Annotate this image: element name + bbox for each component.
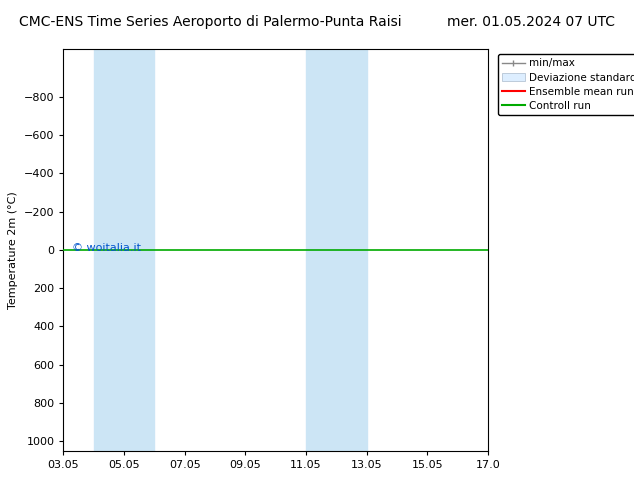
Bar — [94, 49, 155, 451]
Y-axis label: Temperature 2m (°C): Temperature 2m (°C) — [8, 191, 18, 309]
Text: mer. 01.05.2024 07 UTC: mer. 01.05.2024 07 UTC — [447, 15, 615, 29]
Text: CMC-ENS Time Series Aeroporto di Palermo-Punta Raisi: CMC-ENS Time Series Aeroporto di Palermo… — [19, 15, 402, 29]
Legend: min/max, Deviazione standard, Ensemble mean run, Controll run: min/max, Deviazione standard, Ensemble m… — [498, 54, 634, 115]
Text: © woitalia.it: © woitalia.it — [72, 243, 141, 253]
Bar — [306, 49, 367, 451]
